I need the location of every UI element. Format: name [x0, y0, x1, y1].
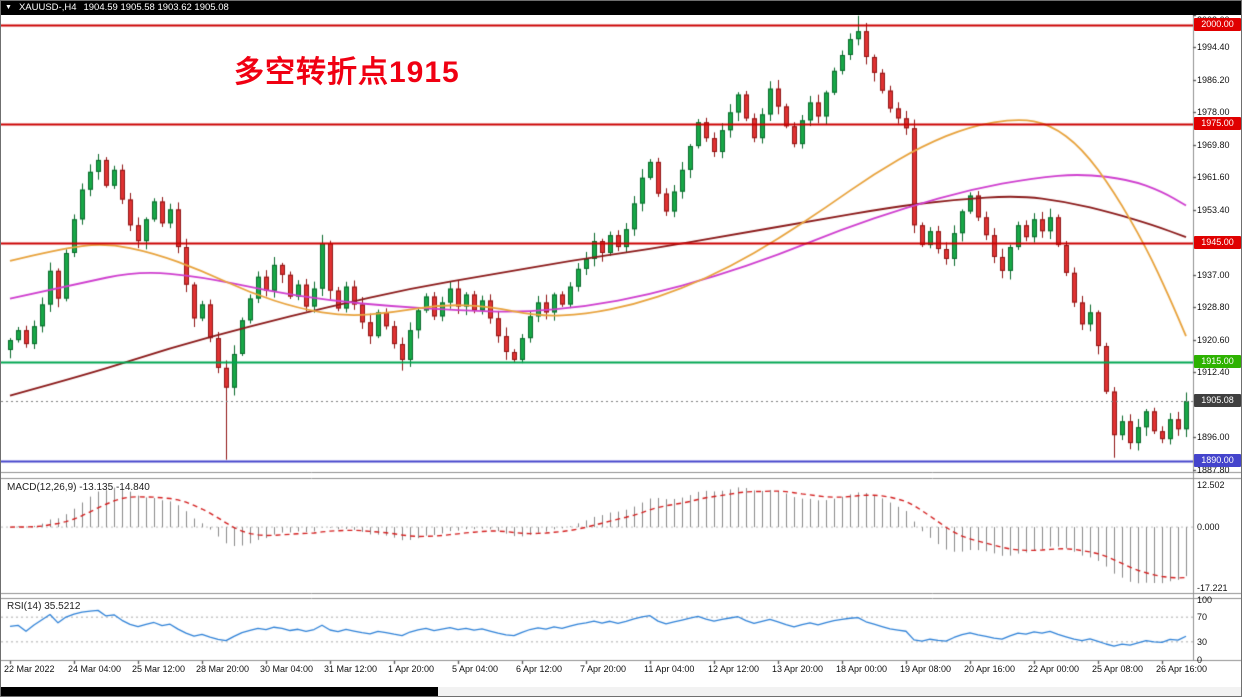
- price-axis-tick: 1986.20: [1197, 74, 1230, 85]
- price-level-badge: 2000.00: [1194, 18, 1241, 32]
- time-axis-label: 24 Mar 04:00: [68, 664, 122, 674]
- time-axis-label: 26 Apr 16:00: [1156, 664, 1208, 674]
- rsi-panel-label: RSI(14) 35.5212: [7, 601, 80, 612]
- rsi-axis-tick: 0: [1197, 655, 1203, 665]
- time-axis-label: 25 Apr 08:00: [1092, 664, 1144, 674]
- price-level-badge: 1945.00: [1194, 236, 1241, 250]
- time-axis-label: 18 Apr 00:00: [836, 664, 888, 674]
- time-axis-label: 12 Apr 12:00: [708, 664, 760, 674]
- rsi-axis-tick: 70: [1197, 612, 1208, 623]
- macd-indicator-name: MACD(12,26,9): [7, 482, 77, 493]
- time-axis-label: 11 Apr 04:00: [644, 664, 695, 674]
- rsi-axis-tick: 30: [1197, 636, 1208, 647]
- time-axis-label: 28 Mar 20:00: [196, 664, 250, 674]
- time-axis-label: 7 Apr 20:00: [580, 664, 627, 674]
- price-axis-tick: 1920.60: [1197, 334, 1230, 345]
- time-axis-label: 19 Apr 08:00: [900, 664, 952, 674]
- current-price-badge: 1905.08: [1194, 394, 1241, 408]
- chart-symbol-period: XAUUSD-,H4: [18, 2, 77, 13]
- price-level-badge: 1915.00: [1194, 354, 1241, 368]
- price-axis-tick: 1887.80: [1197, 464, 1230, 475]
- time-axis-label: 6 Apr 12:00: [516, 664, 563, 674]
- time-axis-label: 5 Apr 04:00: [452, 664, 499, 674]
- chart-annotation: 多空转折点1915: [234, 56, 460, 89]
- time-axis-label: 13 Apr 20:00: [772, 664, 824, 674]
- time-axis-label: 20 Apr 16:00: [964, 664, 1016, 674]
- statusbar-strip: [438, 687, 1241, 696]
- rsi-axis-tick: 100: [1197, 595, 1213, 605]
- rsi-indicator-name: RSI(14): [7, 601, 42, 612]
- chart-titlebar: ▼ XAUUSD-,H4 1904.59 1905.58 1903.62 190…: [1, 1, 1241, 15]
- macd-indicator-values: -13.135 -14.840: [79, 482, 150, 493]
- price-level-badge: 1975.00: [1194, 117, 1241, 131]
- price-axis-tick: 1928.80: [1197, 302, 1230, 313]
- chart-ohlc-readout: 1904.59 1905.58 1903.62 1905.08: [83, 2, 229, 13]
- macd-axis-tick: -17.221: [1197, 583, 1228, 594]
- price-axis-tick: 1969.80: [1197, 139, 1230, 150]
- price-axis-tick: 1896.00: [1197, 432, 1230, 443]
- macd-axis-tick: 0.000: [1197, 522, 1220, 533]
- macd-panel-label: MACD(12,26,9) -13.135 -14.840: [7, 482, 150, 493]
- price-axis-tick: 1953.40: [1197, 204, 1230, 215]
- time-axis-label: 22 Apr 00:00: [1028, 664, 1080, 674]
- price-axis-tick: 1994.40: [1197, 42, 1230, 53]
- price-axis-tick: 1912.40: [1197, 367, 1230, 378]
- time-axis-label: 25 Mar 12:00: [132, 664, 186, 674]
- macd-axis-tick: 12.502: [1197, 480, 1225, 490]
- time-axis-label: 1 Apr 20:00: [388, 664, 435, 674]
- rsi-indicator-value: 35.5212: [44, 601, 81, 612]
- time-axis-label: 31 Mar 12:00: [324, 664, 378, 674]
- time-axis-label: 30 Mar 04:00: [260, 664, 314, 674]
- time-axis-label: 22 Mar 2022: [4, 664, 55, 674]
- chart-dropdown-icon[interactable]: ▼: [5, 4, 12, 11]
- price-axis-tick: 1937.00: [1197, 269, 1230, 280]
- price-axis-tick: 1978.00: [1197, 107, 1230, 118]
- price-axis-tick: 1961.60: [1197, 172, 1230, 183]
- price-level-badge: 1890.00: [1194, 453, 1241, 467]
- taskbar-strip: [1, 687, 438, 696]
